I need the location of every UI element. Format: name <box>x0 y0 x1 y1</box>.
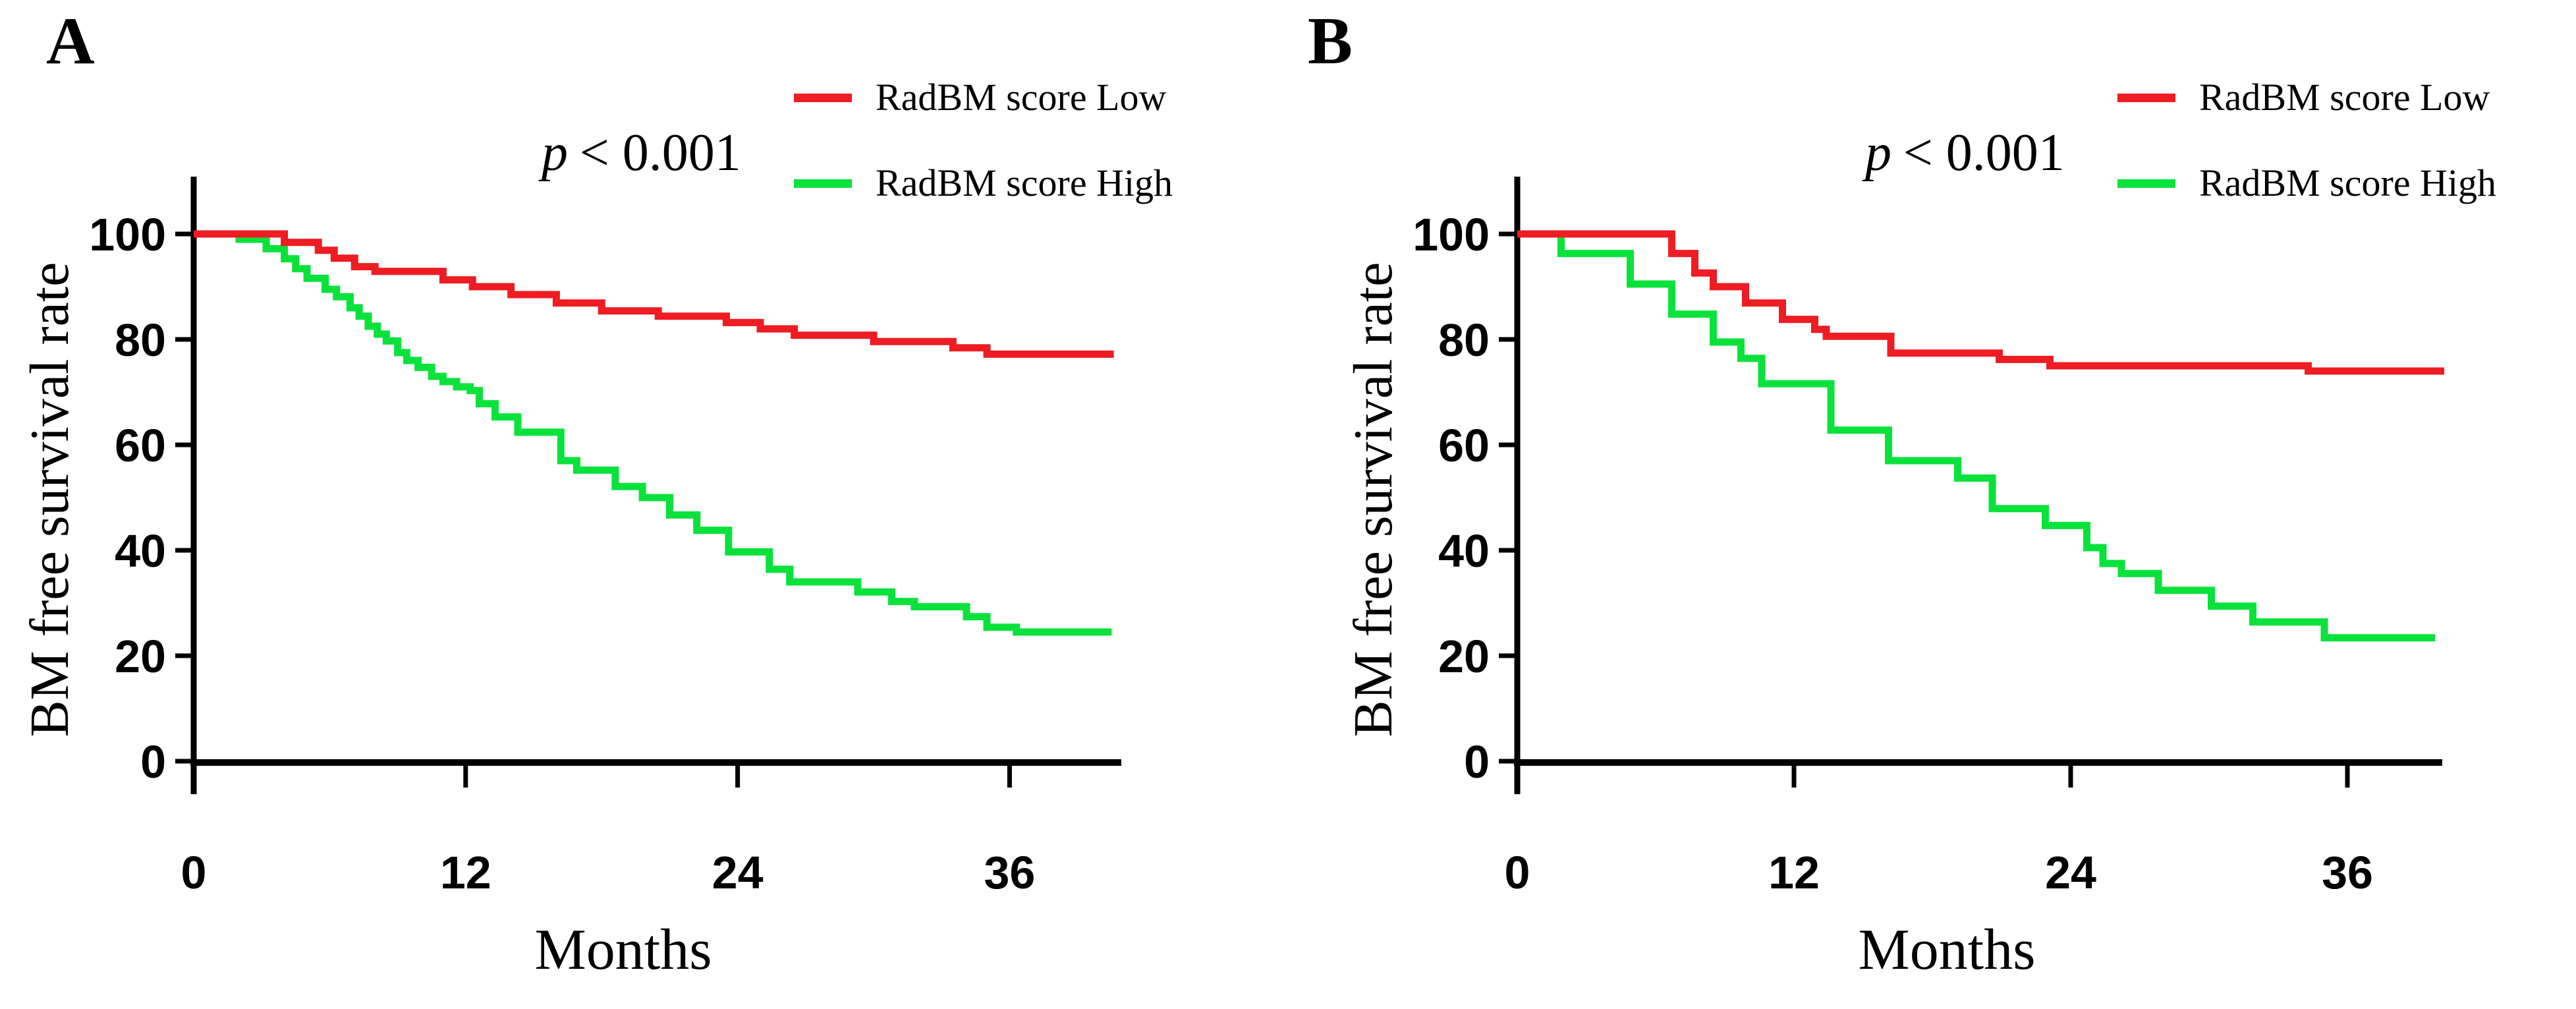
panel-b-label: B <box>1308 4 1353 78</box>
panel-b-legend-item-high: RadBM score High <box>2117 157 2496 210</box>
x-tick-label: 12 <box>440 847 491 898</box>
y-tick-label: 40 <box>115 525 166 577</box>
panel-a-p-value: p < 0.001 <box>542 127 741 179</box>
legend-line-high-icon <box>2117 179 2175 188</box>
p-value-p: p <box>1865 124 1891 182</box>
y-tick-label: 0 <box>1464 736 1490 788</box>
x-tick-label: 36 <box>2322 847 2373 898</box>
legend-label-low: RadBM score Low <box>876 76 1167 119</box>
legend-line-low-icon <box>794 93 852 102</box>
panel-b-x-axis-title: Months <box>1858 918 2036 982</box>
curve-radbm-score-low <box>1517 230 2444 375</box>
panel-b-legend-item-low: RadBM score Low <box>2117 71 2490 124</box>
x-tick-label: 24 <box>2045 847 2096 898</box>
x-tick-label: 0 <box>181 847 207 898</box>
p-value-rest: < 0.001 <box>1903 124 2065 182</box>
y-tick-label: 80 <box>115 314 166 366</box>
panel-b-p-value: p < 0.001 <box>1865 127 2065 179</box>
panel-a-y-axis-title: BM free survival rate <box>19 262 80 737</box>
curve-radbm-score-high <box>1517 230 2435 642</box>
panel-a-label: A <box>46 4 95 78</box>
y-tick-label: 40 <box>1438 525 1490 577</box>
y-tick-label: 80 <box>1438 314 1490 366</box>
panel-a-x-axis-title: Months <box>534 918 712 982</box>
p-value-p: p <box>542 124 568 182</box>
y-tick-label: 60 <box>1438 420 1490 471</box>
legend-line-high-icon <box>794 179 852 188</box>
y-tick-label: 20 <box>115 631 166 682</box>
x-tick-label: 12 <box>1768 847 1820 898</box>
x-tick-label: 36 <box>984 847 1035 898</box>
y-tick-label: 100 <box>1413 209 1490 260</box>
panel-b-plot: 0 20 40 60 80 100 0 12 24 36 <box>1413 177 2444 898</box>
y-tick-label: 20 <box>1438 631 1490 682</box>
p-value-rest: < 0.001 <box>579 124 741 182</box>
y-tick-label: 0 <box>140 736 166 788</box>
curve-radbm-score-low <box>194 230 1114 358</box>
x-tick-label: 24 <box>712 847 764 898</box>
legend-line-low-icon <box>2117 93 2175 102</box>
panel-a-plot: 0 20 40 60 80 100 0 12 24 36 <box>89 177 1121 898</box>
y-tick-label: 100 <box>89 209 166 260</box>
legend-label-low: RadBM score Low <box>2199 76 2490 119</box>
panel-a-legend-item-high: RadBM score High <box>794 157 1173 210</box>
x-tick-label: 0 <box>1505 847 1530 898</box>
legend-label-high: RadBM score High <box>876 161 1173 204</box>
curve-radbm-score-high <box>194 230 1112 636</box>
y-tick-label: 60 <box>115 420 166 471</box>
panel-b-y-axis-title: BM free survival rate <box>1343 262 1404 737</box>
legend-label-high: RadBM score High <box>2199 161 2497 204</box>
panel-a-legend-item-low: RadBM score Low <box>794 71 1166 124</box>
